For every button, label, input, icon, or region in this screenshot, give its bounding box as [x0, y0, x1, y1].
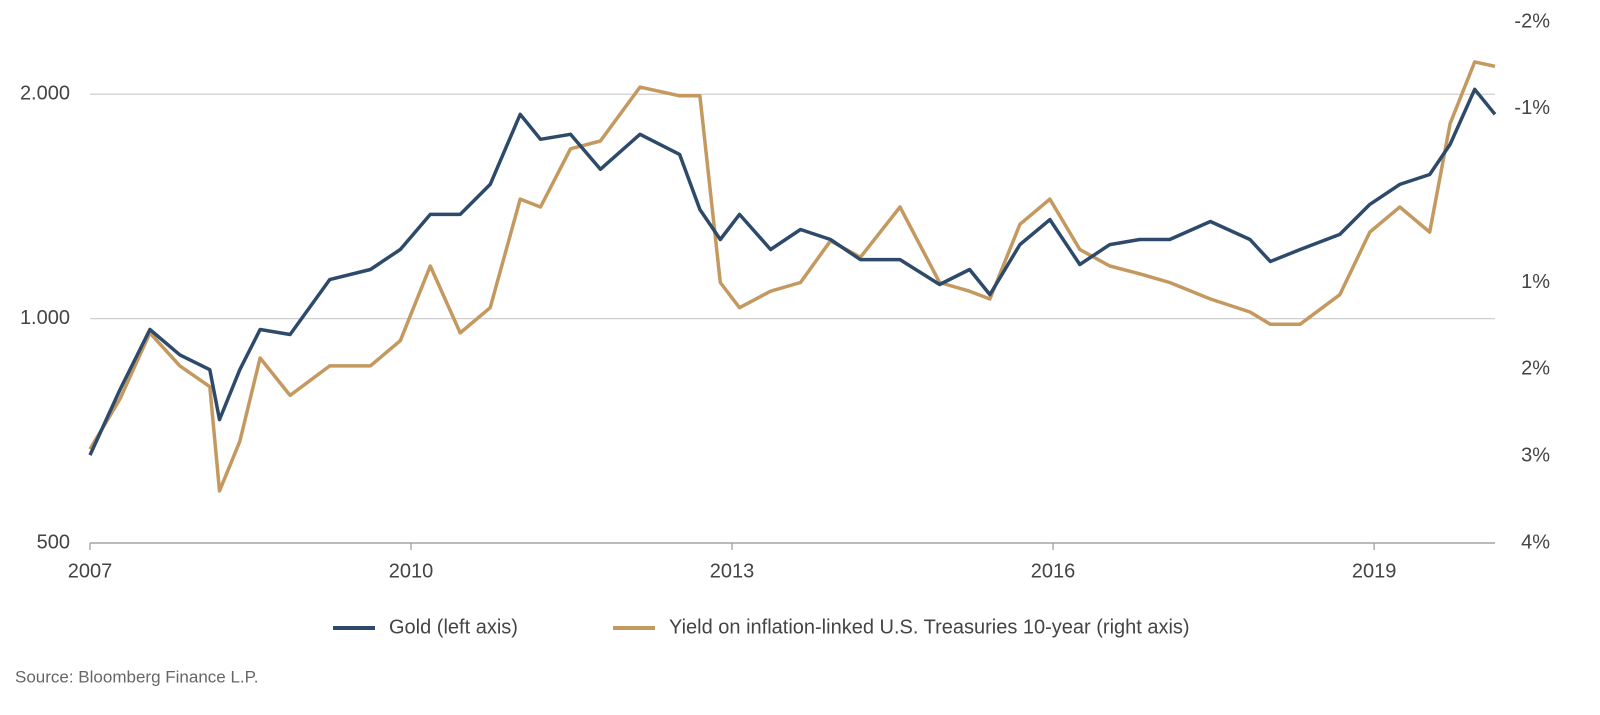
y-tick-label: 2.000 — [20, 83, 70, 105]
y2-tick-label: 2% — [1521, 358, 1550, 380]
y2-tick-label: -2% — [1514, 10, 1550, 32]
x-tick-label: 2010 — [389, 560, 434, 582]
legend-label: Gold (left axis) — [389, 616, 518, 638]
y2-tick-label: 1% — [1521, 271, 1550, 293]
series-line — [88, 87, 1497, 456]
y-tick-label: 1.000 — [20, 307, 70, 329]
legend-label: Yield on inflation-linked U.S. Treasurie… — [669, 616, 1190, 638]
source-note: Source: Bloomberg Finance L.P. — [15, 667, 259, 686]
x-tick-label: 2013 — [710, 560, 755, 582]
y2-tick-label: 4% — [1521, 531, 1550, 553]
series-line — [88, 60, 1496, 493]
y2-tick-label: -1% — [1514, 97, 1550, 119]
x-tick-label: 2019 — [1352, 560, 1397, 582]
x-tick-label: 2007 — [68, 560, 113, 582]
y-tick-label: 500 — [37, 531, 70, 553]
y2-tick-label: 3% — [1521, 444, 1550, 466]
x-tick-label: 2016 — [1031, 560, 1076, 582]
